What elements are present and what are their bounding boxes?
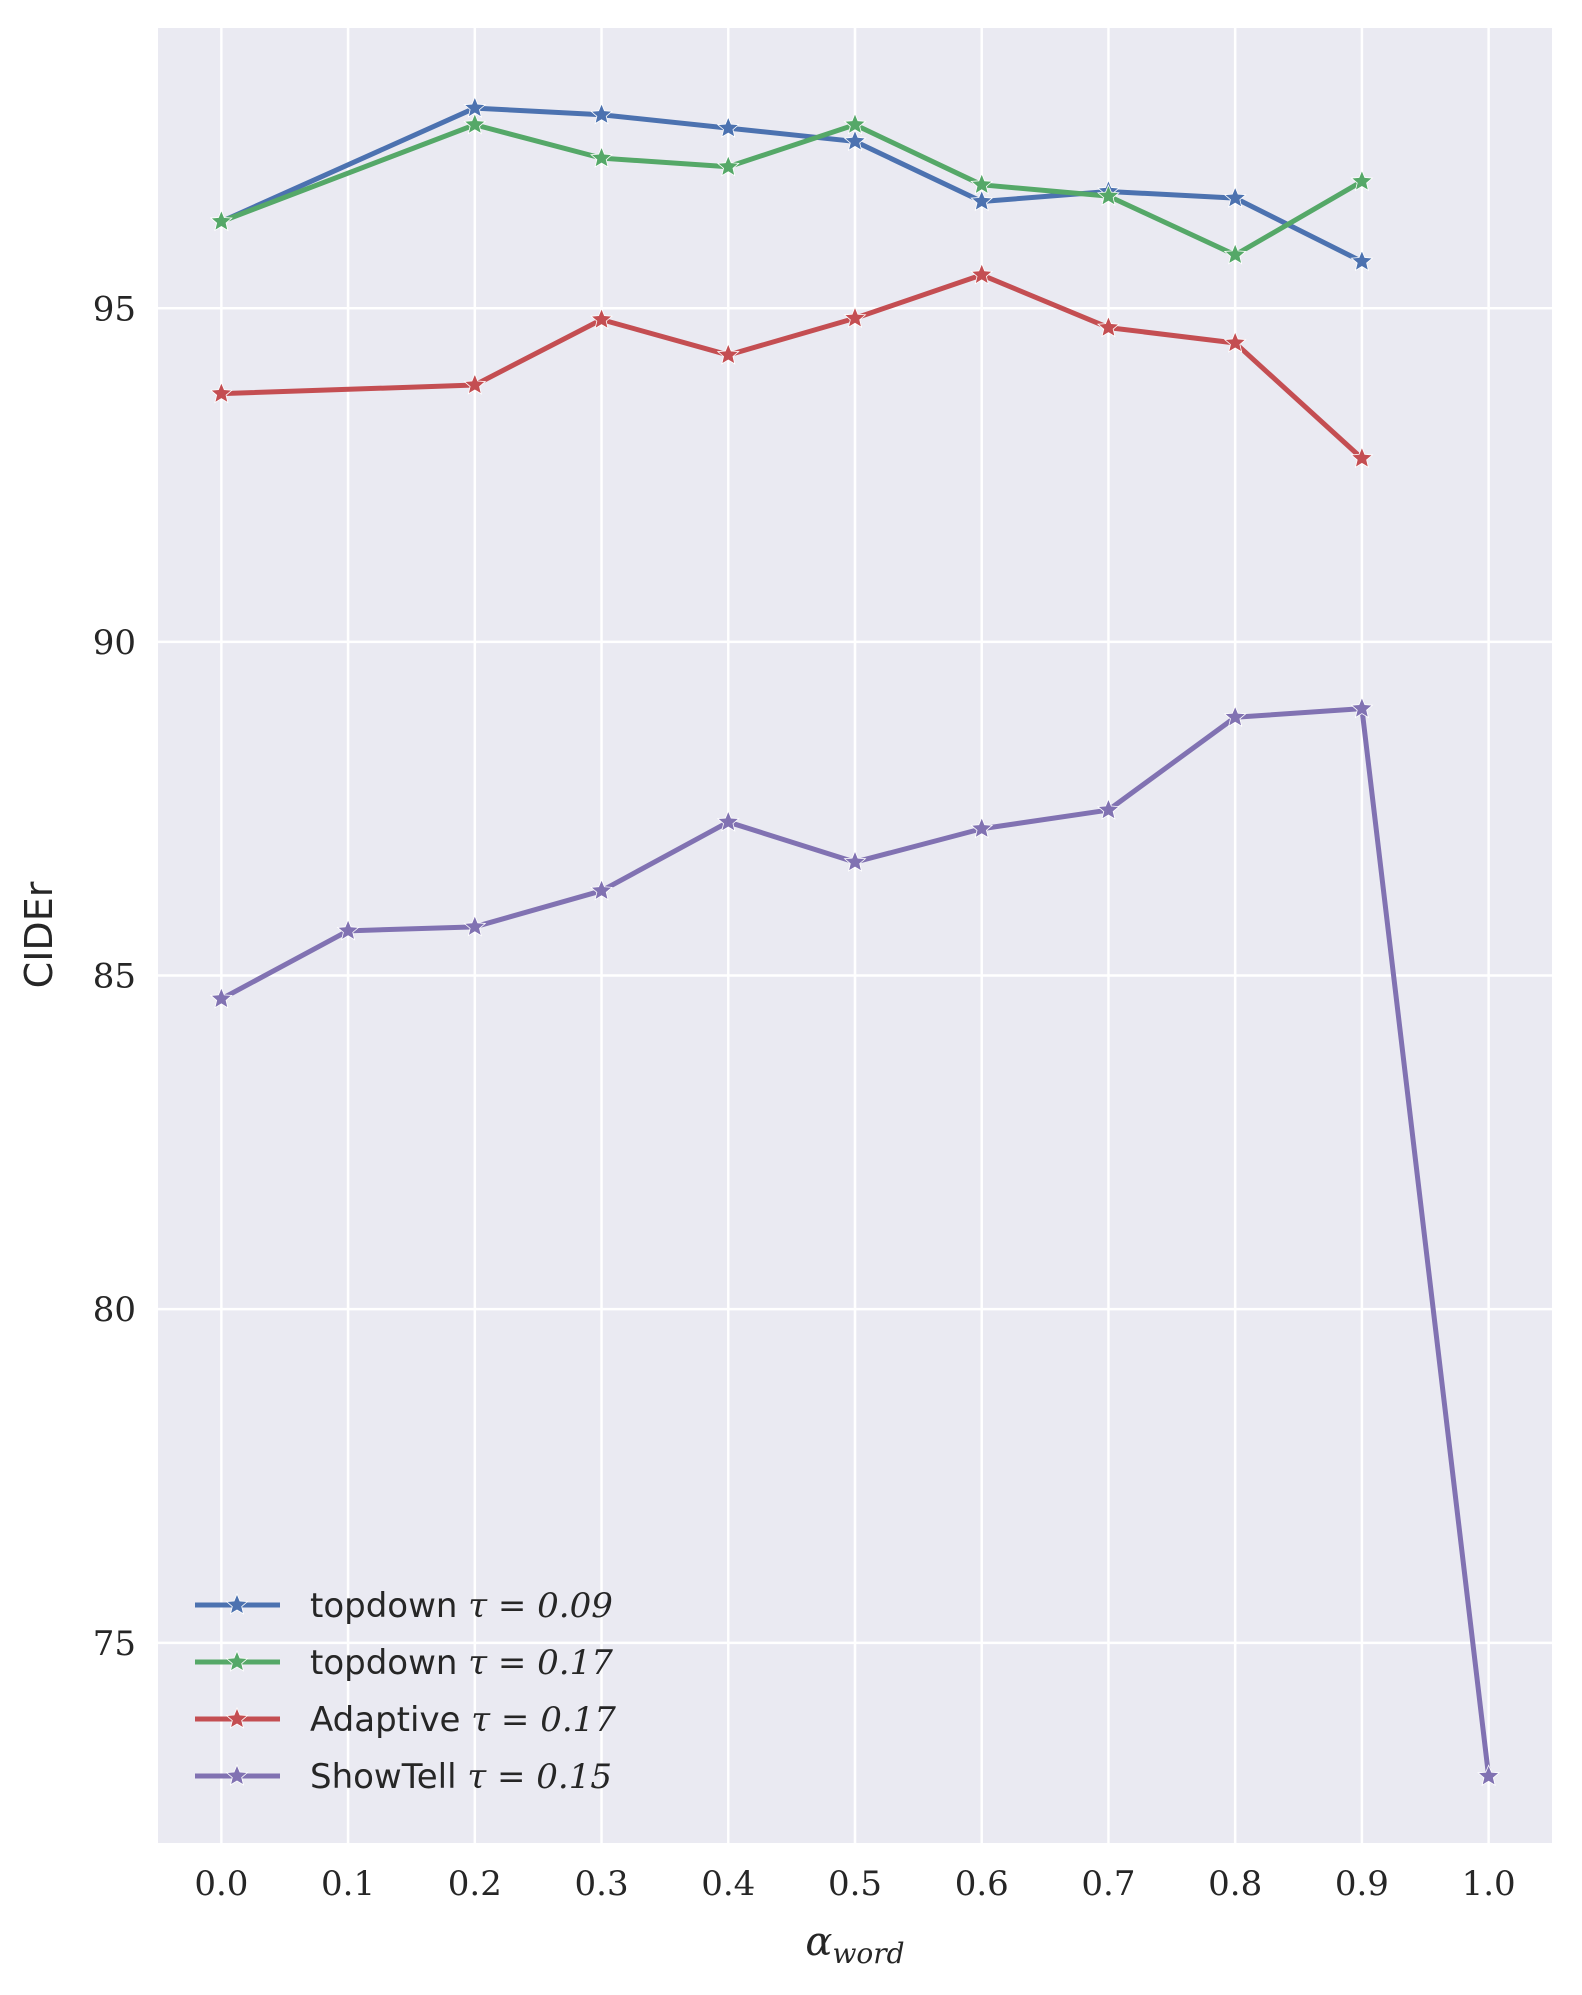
y-tick-label: 75 — [93, 1624, 136, 1664]
x-tick-labels: 0.0 0.1 0.2 0.3 0.4 0.5 0.6 0.7 0.8 0.9 1.0 — [194, 1864, 1515, 1904]
series-point — [336, 918, 360, 941]
series-point — [209, 209, 233, 232]
series-point — [843, 306, 867, 329]
series-point — [1223, 242, 1247, 265]
x-tick-label: 0.9 — [1335, 1864, 1389, 1904]
legend: topdown τ = 0.09 topdown τ = 0.17 Adaptive… — [195, 1586, 616, 1797]
y-tick-label: 90 — [93, 623, 136, 663]
x-tick-label: 0.5 — [828, 1864, 882, 1904]
x-tick-label: 0.7 — [1081, 1864, 1135, 1904]
series-point — [590, 307, 614, 330]
series-point — [463, 112, 487, 135]
x-axis-label: αword — [805, 1919, 904, 1970]
x-tick-label: 0.6 — [955, 1864, 1009, 1904]
legend-item: Adaptive τ = 0.17 — [195, 1700, 616, 1740]
y-axis-label: CIDEr — [17, 881, 61, 988]
series-point — [1096, 315, 1120, 338]
series-4 — [209, 696, 1501, 1787]
x-tick-label: 0.1 — [321, 1864, 375, 1904]
series-point — [463, 372, 487, 395]
series-point — [1477, 1764, 1501, 1787]
series-3 — [209, 262, 1374, 469]
x-tick-label: 1.0 — [1462, 1864, 1516, 1904]
legend-marker — [225, 1592, 249, 1615]
grid — [158, 28, 1552, 1843]
series-point — [463, 914, 487, 937]
legend-label: topdown τ = 0.09 — [310, 1586, 613, 1626]
series-point — [716, 154, 740, 177]
legend-label: Adaptive τ = 0.17 — [310, 1700, 616, 1740]
x-tick-label: 0.2 — [448, 1864, 502, 1904]
series-point — [1350, 249, 1374, 272]
series-point — [970, 816, 994, 839]
series-point — [1350, 169, 1374, 192]
x-tick-label: 0.8 — [1208, 1864, 1262, 1904]
legend-item: topdown τ = 0.17 — [195, 1643, 613, 1683]
series-point — [716, 810, 740, 832]
series-point — [970, 262, 994, 285]
series-2 — [209, 112, 1374, 265]
series-point — [970, 172, 994, 195]
y-tick-label: 95 — [93, 289, 136, 329]
x-tick-label: 0.4 — [701, 1864, 755, 1904]
series-point — [970, 189, 994, 212]
series-point — [1096, 798, 1120, 820]
x-tick-label: 0.0 — [194, 1864, 248, 1904]
y-tick-label: 80 — [93, 1290, 136, 1330]
series-point — [209, 986, 233, 1009]
legend-marker — [225, 1763, 249, 1786]
y-tick-label: 85 — [93, 957, 136, 997]
series-point — [590, 146, 614, 168]
legend-label: ShowTell τ = 0.15 — [310, 1757, 612, 1797]
legend-label: topdown τ = 0.17 — [310, 1643, 613, 1683]
series-point — [209, 381, 233, 404]
series-point — [590, 102, 614, 125]
series-point — [1223, 186, 1247, 208]
series-point — [1096, 184, 1120, 206]
series-point — [843, 112, 867, 135]
legend-marker — [225, 1649, 249, 1672]
series-point — [843, 850, 867, 872]
legend-marker — [225, 1706, 249, 1729]
series-point — [1350, 446, 1374, 469]
series-layer — [209, 96, 1501, 1787]
series-point — [1223, 705, 1247, 728]
legend-item: ShowTell τ = 0.15 — [195, 1757, 612, 1797]
y-tick-labels: 75 80 85 90 95 — [93, 289, 136, 1664]
series-point — [716, 116, 740, 138]
series-point — [716, 342, 740, 365]
series-point — [1223, 330, 1247, 353]
series-point — [843, 129, 867, 152]
series-point — [1350, 696, 1374, 719]
series-point — [590, 878, 614, 901]
x-tick-label: 0.3 — [575, 1864, 629, 1904]
legend-item: topdown τ = 0.09 — [195, 1586, 613, 1626]
